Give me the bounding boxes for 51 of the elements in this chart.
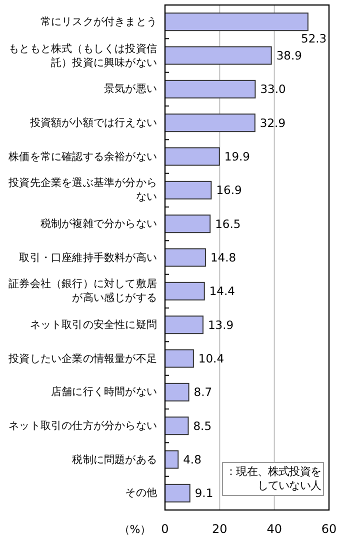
data-label: 8.7 — [194, 385, 212, 400]
y-tick-label: 株価を常に確認する余裕がない — [8, 150, 157, 164]
y-tick-label: 投資額が小額では行えない — [28, 116, 157, 130]
data-label: 9.1 — [194, 486, 214, 500]
bar — [164, 46, 272, 65]
y-tick-label: 景気が悪い — [102, 82, 157, 96]
y-tick-label: 税制が複雑で分からない — [39, 216, 157, 231]
y-tick-label: 投資したい企業の情報量が不足 — [8, 352, 157, 366]
data-label: 33.0 — [260, 82, 286, 96]
x-axis-title: （%） — [118, 523, 152, 536]
y-tick-label: 取引・口座維持手数料が高い — [18, 250, 157, 264]
y-tick-label: 常にリスクが付きまとう — [39, 14, 157, 29]
data-label: 16.5 — [215, 216, 241, 231]
x-tick-label: 20 — [212, 522, 228, 536]
y-tick-label: 税制に問題がある — [71, 452, 157, 466]
data-label: 8.5 — [193, 418, 212, 433]
data-label: 4.8 — [183, 452, 202, 466]
bar — [164, 248, 206, 267]
data-label: 32.9 — [260, 116, 286, 130]
y-tick-label: 証券会社（銀行）に対して敷居が高い感じがする — [8, 277, 157, 306]
bar — [164, 114, 256, 132]
data-label: 10.4 — [198, 352, 224, 366]
bar — [164, 147, 220, 166]
y-tick-label: ネット取引の安全性に疑問 — [28, 318, 157, 332]
bar — [164, 349, 194, 368]
data-label: 19.9 — [224, 150, 250, 164]
data-label: 52.3 — [301, 32, 327, 46]
bar — [164, 450, 179, 469]
x-tick-label: 40 — [266, 522, 282, 536]
bar — [164, 484, 190, 502]
bar — [164, 382, 190, 402]
y-tick-label: 店舗に行く時間がない — [50, 385, 157, 400]
x-tick-label: 60 — [321, 522, 337, 536]
bar — [164, 180, 212, 200]
annotation: ：現在、株式投資をしていない人 — [222, 462, 324, 496]
y-tick-label: ネット取引の仕方が分からない — [8, 418, 157, 433]
bar — [164, 12, 308, 32]
y-tick-label: 投資先企業を選ぶ基準が分からない — [8, 176, 157, 204]
bar — [164, 416, 189, 436]
data-label: 16.9 — [216, 183, 242, 198]
bar — [164, 80, 256, 98]
data-label: 13.9 — [208, 318, 234, 332]
data-label: 14.8 — [210, 250, 236, 264]
data-label: 38.9 — [276, 48, 302, 62]
data-label: 14.4 — [209, 284, 235, 298]
bar — [164, 316, 204, 334]
x-tick-label: 0 — [161, 522, 169, 536]
bar — [164, 282, 205, 300]
bar — [164, 214, 211, 234]
y-tick-label: その他 — [124, 486, 157, 500]
y-tick-label: もともと株式（もしくは投資信託）投資に興味がない — [8, 42, 157, 70]
